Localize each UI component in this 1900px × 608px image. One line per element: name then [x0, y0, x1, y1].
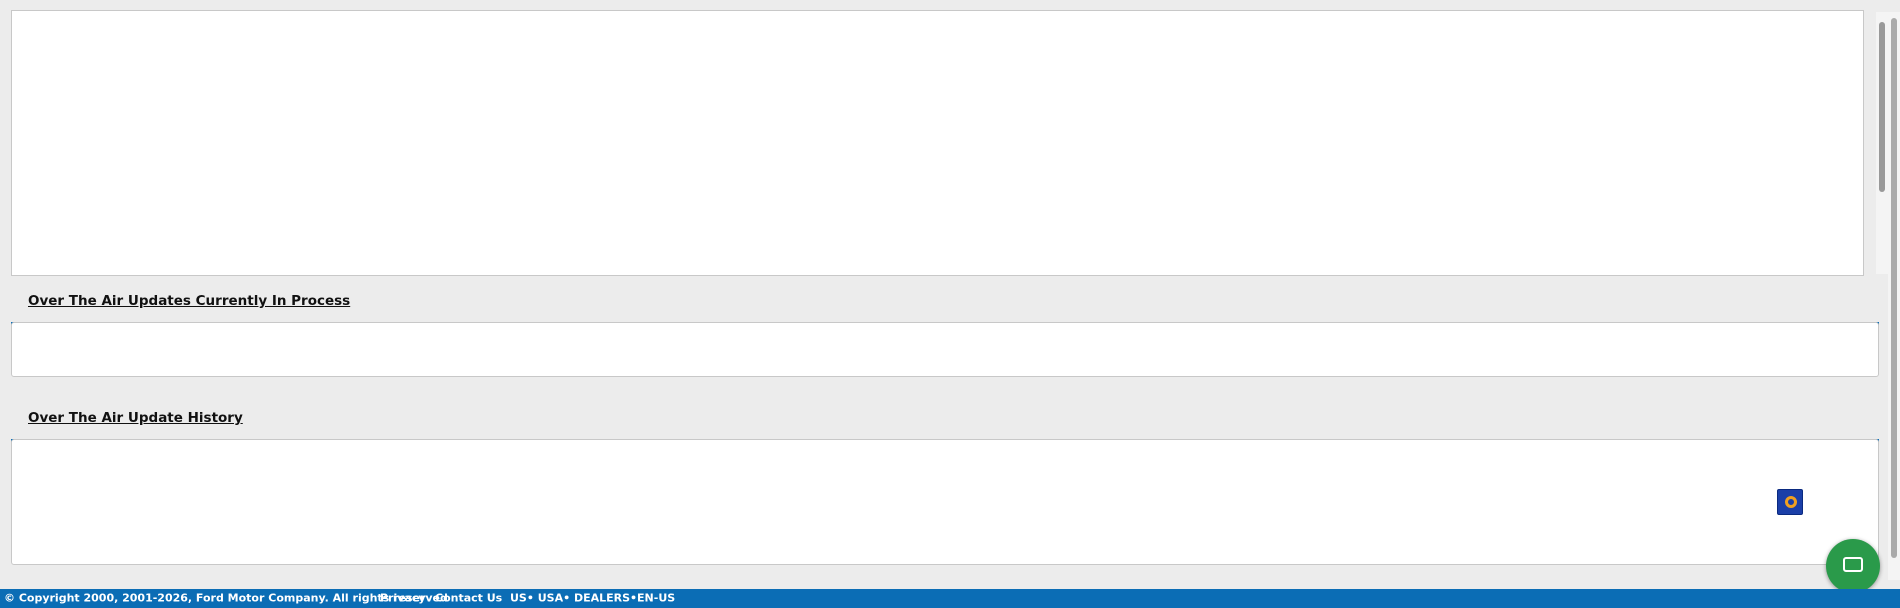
qualification-table — [11, 10, 1864, 276]
troubleshooting-icon[interactable] — [1777, 489, 1803, 515]
footer-link[interactable]: US• USA• DEALERS•EN-US — [510, 591, 676, 605]
footer-link[interactable]: Contact Us — [435, 591, 503, 605]
footer-link[interactable]: Privacy — [380, 591, 426, 605]
scroll-thumb[interactable] — [1879, 22, 1885, 192]
page-scroll-thumb[interactable] — [1891, 18, 1897, 558]
chat-icon — [1843, 557, 1863, 572]
footer — [0, 589, 1900, 608]
copyright: © Copyright 2000, 2001-2026, Ford Motor … — [4, 591, 448, 605]
chat-button[interactable] — [1826, 539, 1880, 593]
recycle-glyph — [1785, 496, 1797, 508]
scrollbar[interactable] — [1876, 12, 1888, 274]
page-scrollbar[interactable] — [1888, 12, 1900, 580]
section-title: Over The Air Updates Currently In Proces… — [28, 293, 351, 309]
history-table — [11, 439, 1879, 565]
section-title: Over The Air Update History — [28, 410, 243, 426]
in-process-table — [11, 322, 1879, 377]
